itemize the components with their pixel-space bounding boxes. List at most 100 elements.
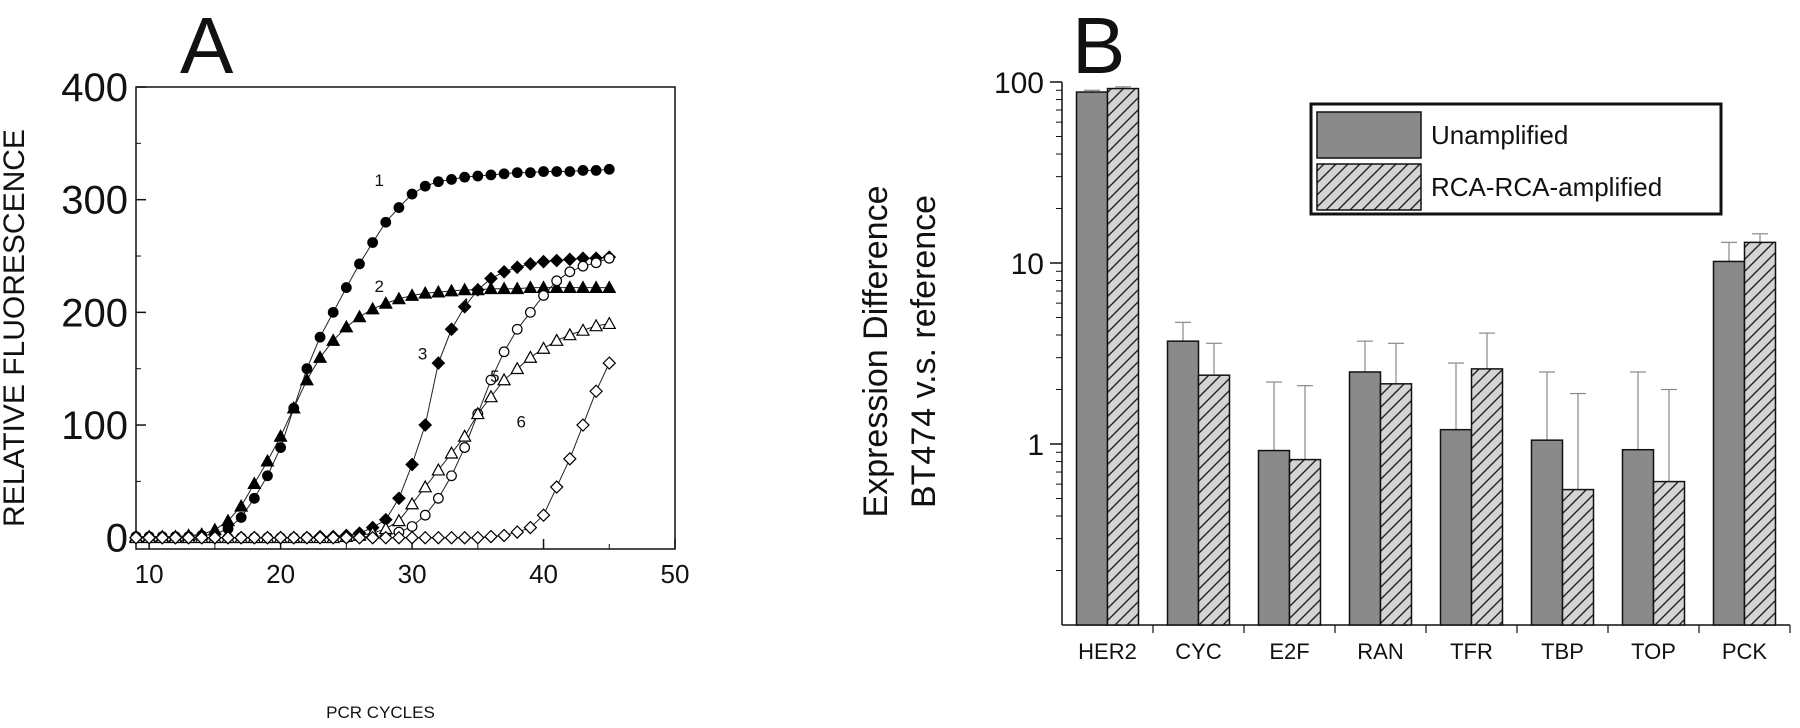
data-point xyxy=(432,176,444,188)
category-label: RAN xyxy=(1357,639,1403,664)
y-tick-label: 100 xyxy=(994,67,1044,100)
legend-label: Unamplified xyxy=(1431,120,1568,150)
legend-swatch xyxy=(1316,163,1422,211)
data-point xyxy=(577,260,589,272)
data-point xyxy=(603,163,615,175)
data-point xyxy=(194,530,209,545)
bar-cyc-unamplified xyxy=(1166,340,1200,626)
data-point xyxy=(576,418,590,432)
bar-her2-unamplified xyxy=(1075,91,1109,626)
bar-ran-amplified xyxy=(1379,383,1413,626)
data-point xyxy=(260,453,275,467)
category-label: TBP xyxy=(1541,639,1584,664)
y-axis-label: RELATIVE FLUORESCENCE xyxy=(0,129,31,527)
data-point xyxy=(339,319,354,333)
x-tick-label: 40 xyxy=(529,559,558,589)
data-point xyxy=(457,530,472,545)
data-point xyxy=(391,291,406,305)
data-point xyxy=(510,361,525,375)
category-label: PCK xyxy=(1722,639,1768,664)
data-point xyxy=(380,216,392,228)
data-point xyxy=(523,520,538,535)
category-label: TFR xyxy=(1450,639,1493,664)
data-point xyxy=(208,530,222,545)
data-point xyxy=(418,285,433,299)
curve-label: 2 xyxy=(374,277,383,296)
category-label: TOP xyxy=(1631,639,1676,664)
x-tick-label: 20 xyxy=(266,559,295,589)
data-point xyxy=(365,301,380,315)
legend-label: RCA-RCA-amplified xyxy=(1431,172,1662,202)
data-point xyxy=(431,462,446,476)
data-point xyxy=(603,252,615,264)
data-point xyxy=(234,498,249,512)
bar-her2-amplified xyxy=(1106,87,1140,626)
data-point xyxy=(352,530,367,545)
x-tick-label: 10 xyxy=(135,559,164,589)
y-tick-label: 0 xyxy=(106,517,128,561)
legend-swatch xyxy=(1316,111,1422,159)
data-point xyxy=(221,513,236,527)
data-point xyxy=(286,530,301,545)
data-point xyxy=(392,491,406,506)
data-point xyxy=(564,166,576,177)
data-point xyxy=(498,346,510,358)
data-point xyxy=(564,266,576,278)
data-point xyxy=(485,374,497,386)
data-point xyxy=(551,275,563,287)
data-point xyxy=(551,166,563,177)
bar-tbp-unamplified xyxy=(1530,439,1564,626)
bar-top-unamplified xyxy=(1621,448,1655,626)
y-tick-label: 300 xyxy=(61,179,128,223)
data-point xyxy=(273,530,288,545)
category-label: HER2 xyxy=(1078,639,1137,664)
data-point xyxy=(392,530,406,545)
data-point xyxy=(326,333,341,346)
curve-label: 5 xyxy=(490,367,499,386)
bar-pck-amplified xyxy=(1743,241,1777,626)
plot-frame xyxy=(135,86,676,550)
data-point xyxy=(314,331,326,343)
data-point xyxy=(299,372,314,386)
data-point xyxy=(391,513,406,527)
data-point xyxy=(327,306,339,318)
data-point xyxy=(365,530,380,545)
data-point xyxy=(575,280,590,293)
data-point xyxy=(378,530,393,545)
data-point xyxy=(589,384,603,399)
data-point xyxy=(497,281,512,295)
data-point xyxy=(470,282,485,297)
data-point xyxy=(326,530,341,545)
data-point xyxy=(419,180,431,192)
data-point xyxy=(562,452,577,466)
legend: Unamplified RCA-RCA-amplified xyxy=(1309,102,1723,216)
data-point xyxy=(405,457,419,472)
data-point xyxy=(562,252,577,267)
data-point xyxy=(523,257,538,271)
data-point xyxy=(536,508,551,523)
data-point xyxy=(418,418,433,432)
data-point xyxy=(405,530,419,545)
data-point xyxy=(262,470,273,482)
y-tick-label: 200 xyxy=(61,291,128,335)
data-point xyxy=(446,470,457,482)
data-point xyxy=(602,356,617,370)
bar-ran-unamplified xyxy=(1348,371,1382,626)
data-point xyxy=(590,257,602,269)
data-point xyxy=(536,254,551,269)
data-point xyxy=(590,164,602,176)
x-tick-label: 50 xyxy=(661,559,690,589)
curve-label: 6 xyxy=(516,412,525,431)
data-point xyxy=(549,480,564,494)
data-point xyxy=(406,188,418,200)
y-axis-label-line: BT474 v.s. reference xyxy=(905,195,943,508)
data-point xyxy=(444,283,459,297)
data-point xyxy=(483,389,498,403)
panel-letter-b: B xyxy=(1072,1,1126,90)
data-point xyxy=(405,496,420,510)
data-point xyxy=(248,492,260,504)
data-point xyxy=(405,288,420,301)
data-point xyxy=(431,284,446,298)
bar-tfr-unamplified xyxy=(1439,428,1473,626)
data-point xyxy=(470,530,485,545)
